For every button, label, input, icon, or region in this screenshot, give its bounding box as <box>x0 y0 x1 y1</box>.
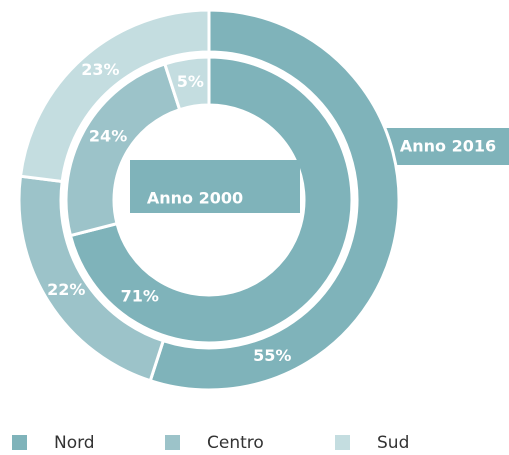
legend-label: Centro <box>207 433 264 453</box>
data-label: 23% <box>81 60 119 79</box>
series-label: Anno 2000 <box>147 189 243 208</box>
donut-segment <box>68 55 354 345</box>
donut-segment <box>18 8 211 184</box>
legend-label: Nord <box>54 433 95 453</box>
series-callout <box>130 160 300 213</box>
data-label: 55% <box>253 346 291 365</box>
data-label: 22% <box>47 280 85 299</box>
series-callout <box>375 128 509 165</box>
legend-label: Sud <box>377 433 409 453</box>
data-label: 5% <box>177 72 204 91</box>
series-label: Anno 2016 <box>400 137 496 156</box>
donut-segment <box>162 55 211 112</box>
legend-swatch <box>165 435 180 450</box>
legend-swatch <box>335 435 350 450</box>
legend-swatch <box>12 435 27 450</box>
data-label: 71% <box>121 286 159 305</box>
donut-segment <box>148 8 401 392</box>
data-label: 24% <box>89 126 127 145</box>
